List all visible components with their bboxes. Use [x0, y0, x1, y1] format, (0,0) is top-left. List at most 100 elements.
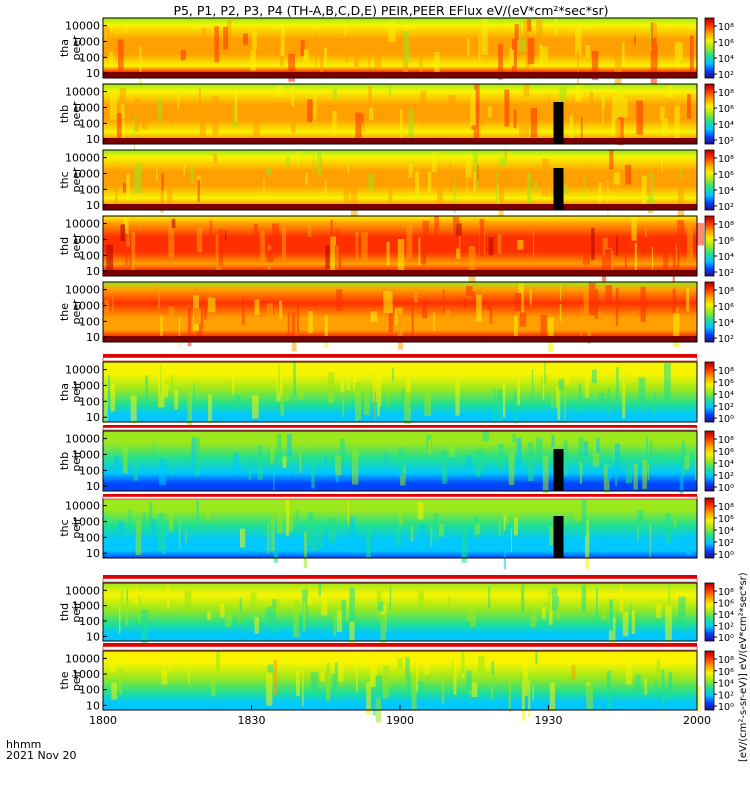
flux-streak [508, 453, 515, 485]
flux-streak [368, 85, 372, 112]
flux-streak [474, 656, 478, 666]
flux-streak [375, 675, 382, 699]
flux-streak [596, 587, 598, 626]
x-tick-label: 1930 [535, 714, 563, 727]
colorbar-tick-label: 10² [718, 268, 734, 279]
flux-streak [160, 315, 163, 336]
flux-streak [267, 250, 274, 263]
y-tick-label: 100 [79, 531, 100, 544]
flux-streak [324, 48, 328, 68]
flux-streak [622, 381, 626, 419]
flux-streak [594, 289, 599, 320]
flux-streak [661, 669, 665, 706]
flux-streak [551, 390, 554, 408]
flux-streak [248, 453, 252, 480]
flux-streak [477, 165, 479, 181]
flux-streak [665, 605, 672, 642]
flux-streak [514, 293, 522, 312]
flux-streak [617, 113, 624, 146]
flux-streak [332, 111, 337, 136]
x-tick-label: 2000 [683, 714, 711, 727]
colorbar-tick-label: 10⁸ [718, 88, 734, 99]
flux-streak [349, 614, 355, 650]
flux-streak [522, 659, 529, 696]
flux-streak [149, 502, 153, 529]
colorbar-tick-label: 10⁰ [718, 633, 734, 644]
flux-streak [114, 455, 119, 473]
flux-streak [387, 383, 389, 406]
flux-streak [614, 52, 622, 85]
flux-streak [615, 288, 619, 326]
flux-streak [293, 600, 300, 638]
flux-streak [276, 433, 282, 466]
flux-streak [521, 584, 525, 611]
colorbar-gradient [704, 17, 715, 79]
flux-streak [324, 315, 328, 349]
flux-streak [388, 313, 394, 333]
spectrogram-texture [106, 216, 704, 289]
flux-streak [453, 664, 457, 695]
flux-streak [530, 108, 537, 138]
flux-streak [275, 308, 278, 322]
flux-streak [529, 289, 532, 305]
flux-streak [677, 179, 685, 217]
colorbar-tick-label: 10⁸ [718, 366, 734, 377]
panel-probe-label: the [58, 671, 71, 689]
flux-streak [308, 434, 313, 449]
flux-streak [120, 153, 123, 164]
flux-streak [225, 605, 232, 627]
flux-streak [267, 664, 274, 675]
flux-streak [649, 440, 653, 468]
flux-streak [197, 180, 200, 202]
flux-streak [652, 22, 657, 38]
flux-streak [619, 584, 624, 613]
flux-streak [254, 616, 259, 634]
panel-probe-label: thc [58, 519, 71, 536]
mode-indicator-bar [102, 496, 698, 500]
flux-streak [159, 458, 167, 485]
flux-streak [274, 599, 280, 613]
flux-streak [475, 450, 481, 477]
y-tick-label: 10000 [65, 284, 100, 297]
flux-streak [300, 40, 305, 57]
flux-streak [578, 383, 582, 413]
y-tick-label: 100 [79, 117, 100, 130]
flux-streak [466, 454, 472, 469]
flux-streak [419, 524, 426, 536]
flux-streak [503, 382, 506, 418]
flux-streak [365, 653, 369, 666]
colorbar-tick-label: 10⁶ [718, 38, 734, 49]
y-tick-label: 10000 [65, 364, 100, 377]
flux-streak [476, 294, 482, 322]
flux-streak [613, 172, 620, 185]
flux-streak [527, 37, 535, 65]
flux-streak [528, 679, 531, 718]
flux-streak [681, 441, 686, 476]
panel-species-label: peir [70, 517, 83, 539]
flux-streak [290, 104, 296, 133]
flux-streak [539, 44, 543, 66]
flux-streak [201, 28, 205, 49]
flux-streak [344, 35, 349, 62]
flux-streak [218, 229, 223, 266]
panel-thc-peer: 10000 1000 100 10 thc peer [58, 149, 698, 221]
colorbar-tick-label: 10⁰ [718, 483, 734, 494]
flux-streak [697, 222, 704, 246]
flux-streak [134, 114, 135, 150]
flux-streak [336, 228, 339, 240]
flux-streak [183, 164, 186, 175]
y-tick-label: 1000 [72, 448, 100, 461]
colorbar-tick-label: 10⁰ [718, 702, 734, 713]
flux-streak [473, 116, 479, 143]
flux-streak [678, 42, 683, 60]
flux-streak [313, 91, 317, 120]
flux-streak [445, 309, 451, 324]
flux-streak [634, 243, 637, 277]
flux-streak [164, 384, 169, 398]
flux-streak [109, 651, 115, 673]
y-tick-label: 10000 [65, 433, 100, 446]
colorbar-tick-label: 10⁰ [718, 414, 734, 425]
panel-probe-label: tha [58, 39, 71, 57]
flux-streak [130, 395, 137, 424]
